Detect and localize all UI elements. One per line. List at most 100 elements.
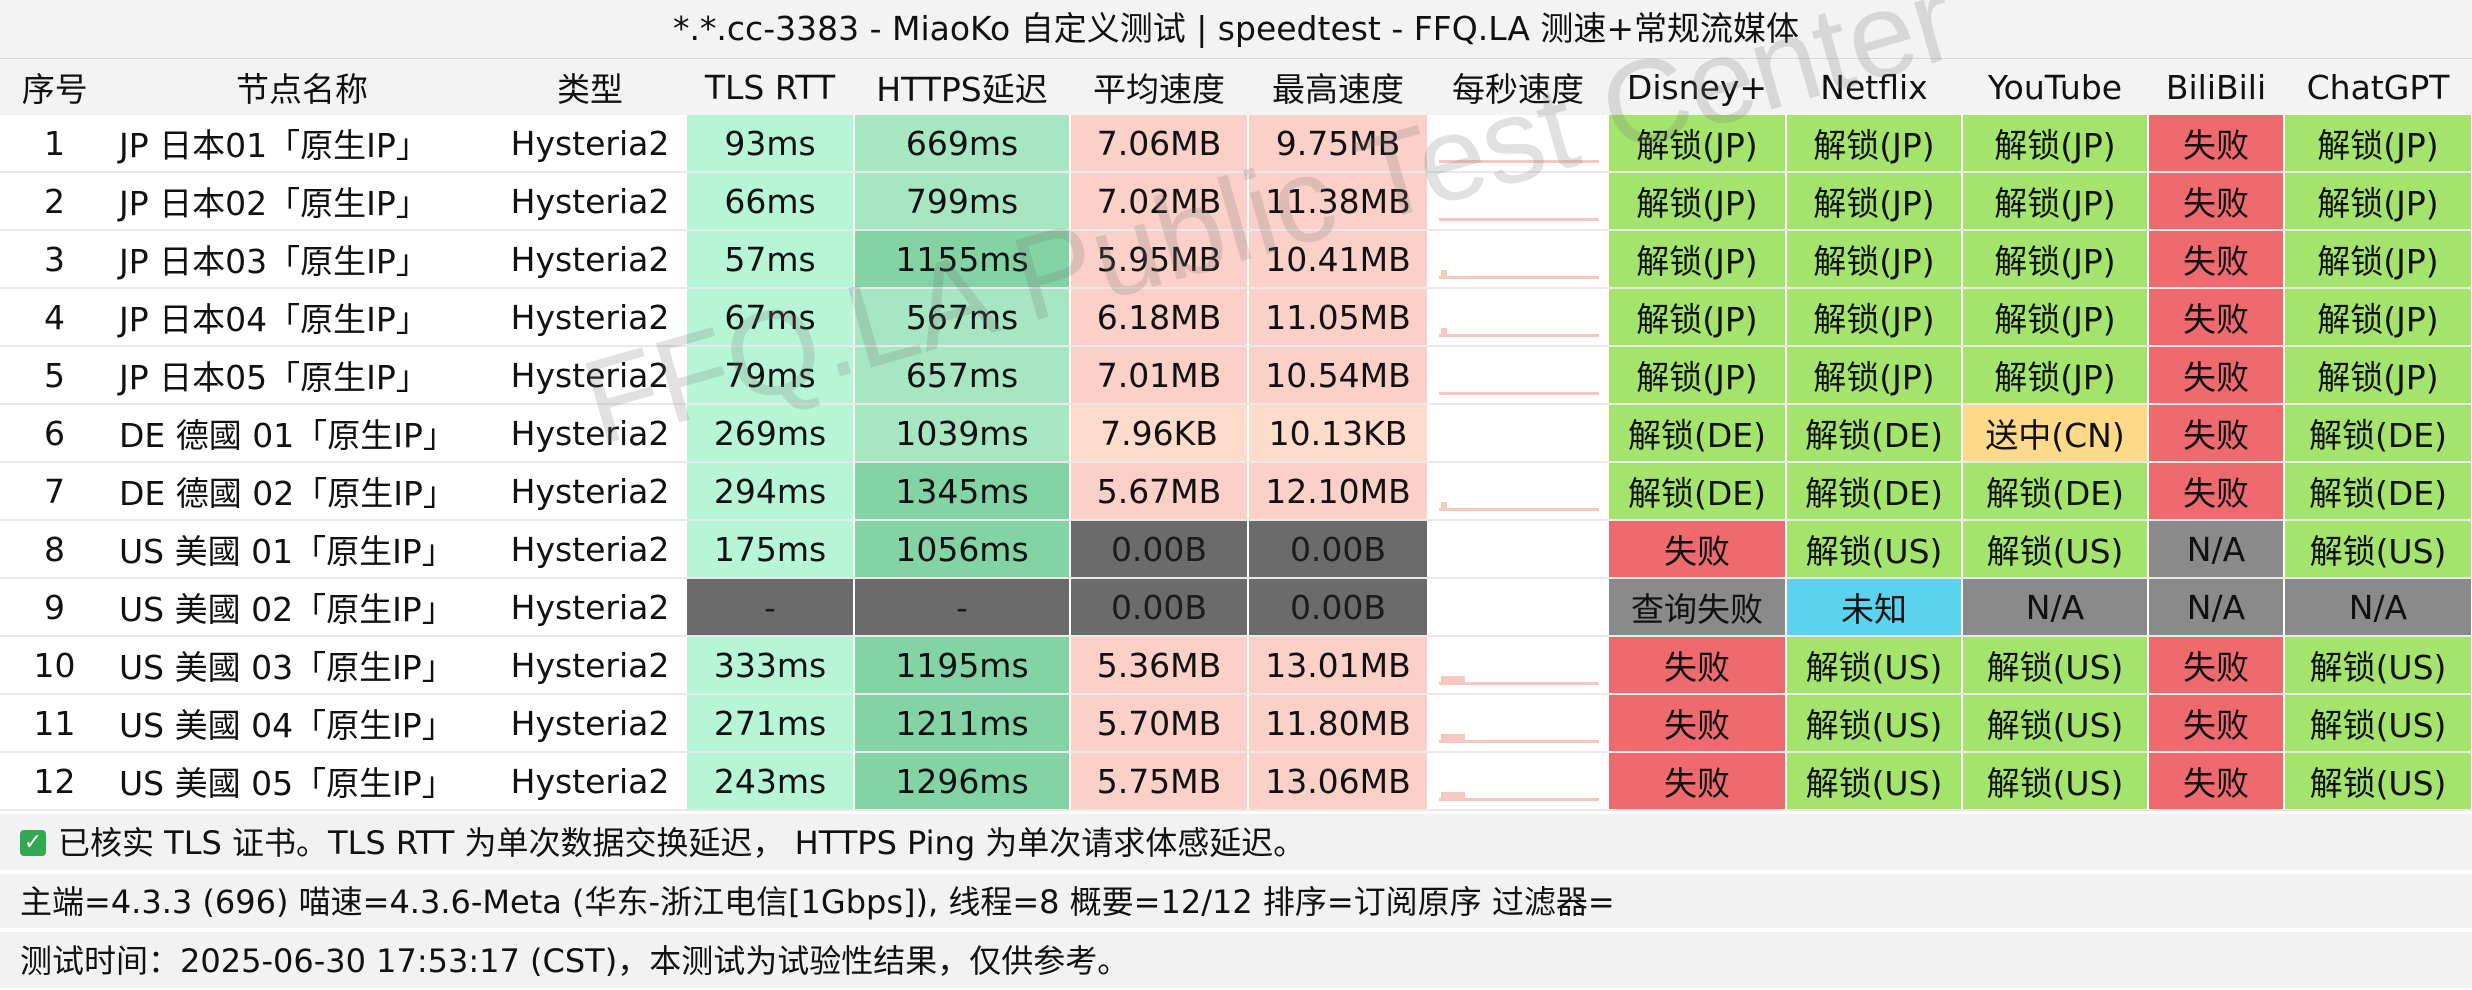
chatgpt-status: 解锁(JP)	[2284, 288, 2472, 347]
header-youtube[interactable]: YouTube	[1962, 59, 2149, 115]
https-latency-cell: 669ms	[854, 115, 1071, 173]
header-node[interactable]: 节点名称	[110, 59, 495, 115]
table-row[interactable]: 10 US 美國 03「原生IP」 Hysteria2 333ms 1195ms…	[0, 636, 2472, 695]
disney-status: 查询失败	[1608, 578, 1787, 637]
header-persec[interactable]: 每秒速度	[1428, 59, 1609, 115]
bilibili-status: 失败	[2148, 115, 2285, 173]
node-name: US 美國 05「原生IP」	[110, 752, 495, 811]
chatgpt-status: 解锁(DE)	[2284, 404, 2472, 463]
tls-rtt-cell: 93ms	[686, 115, 855, 173]
row-index: 8	[0, 520, 111, 579]
speed-sparkline	[1428, 694, 1609, 753]
table-row[interactable]: 6 DE 德國 01「原生IP」 Hysteria2 269ms 1039ms …	[0, 404, 2472, 463]
header-type[interactable]: 类型	[494, 59, 687, 115]
speed-sparkline	[1428, 636, 1609, 695]
avg-speed-cell: 7.01MB	[1070, 346, 1249, 405]
header-chatgpt[interactable]: ChatGPT	[2284, 59, 2472, 115]
table-row[interactable]: 12 US 美國 05「原生IP」 Hysteria2 243ms 1296ms…	[0, 752, 2472, 811]
netflix-status: 未知	[1786, 578, 1963, 637]
max-speed-cell: 13.06MB	[1248, 752, 1429, 811]
https-latency-cell: 1039ms	[854, 404, 1071, 463]
disney-status: 解锁(DE)	[1608, 462, 1787, 521]
netflix-status: 解锁(JP)	[1786, 346, 1963, 405]
table-row[interactable]: 4 JP 日本04「原生IP」 Hysteria2 67ms 567ms 6.1…	[0, 288, 2472, 347]
bilibili-status: 失败	[2148, 172, 2285, 231]
youtube-status: 解锁(JP)	[1962, 115, 2149, 173]
youtube-status: 解锁(US)	[1962, 636, 2149, 695]
bilibili-status: N/A	[2148, 578, 2285, 637]
chatgpt-status: 解锁(US)	[2284, 694, 2472, 753]
node-name: JP 日本05「原生IP」	[110, 346, 495, 405]
netflix-status: 解锁(US)	[1786, 752, 1963, 811]
row-index: 1	[0, 115, 111, 173]
youtube-status: 送中(CN)	[1962, 404, 2149, 463]
avg-speed-cell: 0.00B	[1070, 578, 1249, 637]
chatgpt-status: 解锁(US)	[2284, 752, 2472, 811]
header-disney[interactable]: Disney+	[1608, 59, 1787, 115]
speed-sparkline	[1428, 578, 1609, 637]
row-index: 11	[0, 694, 111, 753]
tls-rtt-cell: 66ms	[686, 172, 855, 231]
max-speed-cell: 11.38MB	[1248, 172, 1429, 231]
avg-speed-cell: 5.95MB	[1070, 230, 1249, 289]
row-index: 5	[0, 346, 111, 405]
disney-status: 失败	[1608, 636, 1787, 695]
netflix-status: 解锁(JP)	[1786, 172, 1963, 231]
youtube-status: N/A	[1962, 578, 2149, 637]
table-row[interactable]: 1 JP 日本01「原生IP」 Hysteria2 93ms 669ms 7.0…	[0, 115, 2472, 173]
table-row[interactable]: 11 US 美國 04「原生IP」 Hysteria2 271ms 1211ms…	[0, 694, 2472, 753]
node-type: Hysteria2	[494, 172, 687, 231]
table-row[interactable]: 2 JP 日本02「原生IP」 Hysteria2 66ms 799ms 7.0…	[0, 172, 2472, 231]
netflix-status: 解锁(US)	[1786, 694, 1963, 753]
header-bilibili[interactable]: BiliBili	[2148, 59, 2285, 115]
environment-info: 主端=4.3.3 (696) 喵速=4.3.6-Meta (华东-浙江电信[1G…	[0, 872, 2472, 928]
max-speed-cell: 0.00B	[1248, 520, 1429, 579]
row-index: 12	[0, 752, 111, 811]
speed-sparkline	[1428, 172, 1609, 231]
max-speed-cell: 9.75MB	[1248, 115, 1429, 173]
header-https[interactable]: HTTPS延迟	[854, 59, 1071, 115]
node-name: JP 日本03「原生IP」	[110, 230, 495, 289]
avg-speed-cell: 5.70MB	[1070, 694, 1249, 753]
node-type: Hysteria2	[494, 752, 687, 811]
bilibili-status: 失败	[2148, 346, 2285, 405]
max-speed-cell: 13.01MB	[1248, 636, 1429, 695]
max-speed-cell: 0.00B	[1248, 578, 1429, 637]
disney-status: 解锁(JP)	[1608, 230, 1787, 289]
check-icon: ✓	[20, 830, 46, 856]
header-tls-rtt[interactable]: TLS RTT	[686, 59, 855, 115]
table-row[interactable]: 7 DE 德國 02「原生IP」 Hysteria2 294ms 1345ms …	[0, 462, 2472, 521]
node-name: JP 日本04「原生IP」	[110, 288, 495, 347]
youtube-status: 解锁(JP)	[1962, 346, 2149, 405]
disney-status: 解锁(JP)	[1608, 115, 1787, 173]
chatgpt-status: 解锁(DE)	[2284, 462, 2472, 521]
chatgpt-status: 解锁(JP)	[2284, 172, 2472, 231]
table-row[interactable]: 3 JP 日本03「原生IP」 Hysteria2 57ms 1155ms 5.…	[0, 230, 2472, 289]
max-speed-cell: 11.80MB	[1248, 694, 1429, 753]
table-row[interactable]: 8 US 美國 01「原生IP」 Hysteria2 175ms 1056ms …	[0, 520, 2472, 579]
tls-rtt-cell: 79ms	[686, 346, 855, 405]
bilibili-status: 失败	[2148, 752, 2285, 811]
test-time-info: 测试时间：2025-06-30 17:53:17 (CST)，本测试为试验性结果…	[0, 930, 2472, 988]
netflix-status: 解锁(DE)	[1786, 462, 1963, 521]
speed-sparkline	[1428, 230, 1609, 289]
header-max[interactable]: 最高速度	[1248, 59, 1429, 115]
row-index: 9	[0, 578, 111, 637]
tls-rtt-cell: 269ms	[686, 404, 855, 463]
chatgpt-status: 解锁(JP)	[2284, 230, 2472, 289]
bilibili-status: N/A	[2148, 520, 2285, 579]
avg-speed-cell: 7.02MB	[1070, 172, 1249, 231]
avg-speed-cell: 5.75MB	[1070, 752, 1249, 811]
header-netflix[interactable]: Netflix	[1786, 59, 1963, 115]
https-latency-cell: -	[854, 578, 1071, 637]
https-latency-cell: 1056ms	[854, 520, 1071, 579]
tls-rtt-cell: 57ms	[686, 230, 855, 289]
disney-status: 解锁(JP)	[1608, 288, 1787, 347]
table-row[interactable]: 9 US 美國 02「原生IP」 Hysteria2 - - 0.00B 0.0…	[0, 578, 2472, 637]
table-row[interactable]: 5 JP 日本05「原生IP」 Hysteria2 79ms 657ms 7.0…	[0, 346, 2472, 405]
header-avg[interactable]: 平均速度	[1070, 59, 1249, 115]
chatgpt-status: N/A	[2284, 578, 2472, 637]
bilibili-status: 失败	[2148, 462, 2285, 521]
chatgpt-status: 解锁(US)	[2284, 520, 2472, 579]
header-index[interactable]: 序号	[0, 59, 111, 115]
